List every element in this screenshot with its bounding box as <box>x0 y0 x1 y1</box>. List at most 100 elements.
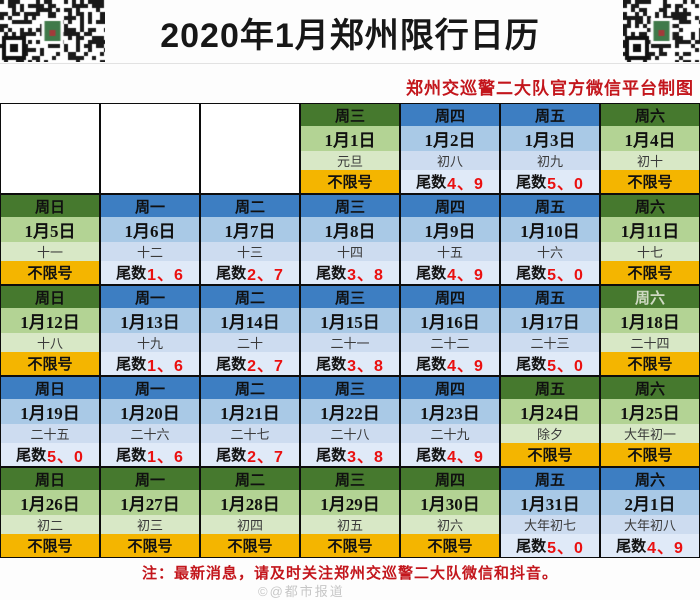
date-label: 1月4日 <box>601 126 699 151</box>
date-label: 1月26日 <box>1 490 99 515</box>
restriction-label: 不限号 <box>101 534 199 557</box>
tail-numbers-label: 2、7 <box>247 448 284 466</box>
tail-prefix-label: 尾数 <box>416 174 447 191</box>
lunar-label: 初十 <box>601 151 699 170</box>
weekday-label: 周二 <box>201 377 299 399</box>
weekday-label: 周一 <box>101 286 199 308</box>
qr-code-left-icon <box>0 0 105 62</box>
date-label: 1月12日 <box>1 308 99 333</box>
tail-prefix-label: 尾数 <box>416 265 447 282</box>
day-cell-1月9日: 周四 1月9日 十五 尾数 4、9 <box>400 194 500 285</box>
tail-numbers-label: 3、8 <box>347 357 384 375</box>
tail-prefix-label: 尾数 <box>16 447 47 464</box>
date-label: 1月25日 <box>601 399 699 424</box>
day-cell-1月19日: 周日 1月19日 二十五 尾数 5、0 <box>0 376 100 467</box>
restriction-label: 尾数 3、8 <box>301 352 399 375</box>
weekday-label: 周三 <box>301 286 399 308</box>
restriction-label: 尾数 2、7 <box>201 443 299 466</box>
tail-numbers-label: 1、6 <box>147 266 184 284</box>
weekday-label: 周二 <box>201 468 299 490</box>
lunar-label: 十六 <box>501 242 599 261</box>
day-cell-1月14日: 周二 1月14日 二十 尾数 2、7 <box>200 285 300 376</box>
lunar-label: 初二 <box>1 515 99 534</box>
tail-prefix-label: 尾数 <box>316 447 347 464</box>
day-cell-1月28日: 周二 1月28日 初四 不限号 <box>200 467 300 558</box>
lunar-label: 大年初一 <box>601 424 699 443</box>
restriction-label: 不限号 <box>601 443 699 466</box>
restriction-label: 不限号 <box>301 534 399 557</box>
date-label: 1月8日 <box>301 217 399 242</box>
restriction-label: 尾数 4、9 <box>401 443 499 466</box>
qr-code-right-icon <box>623 0 700 62</box>
tail-prefix-label: 尾数 <box>516 174 547 191</box>
week-row-3: 周日 1月12日 十八 不限号 周一 1月13日 十九 尾数 1、6 周二 1月14日 二十 尾数 2、7… <box>0 285 700 376</box>
weekday-label: 周三 <box>301 195 399 217</box>
restriction-label: 不限号 <box>601 352 699 375</box>
restriction-label: 尾数 3、8 <box>301 261 399 284</box>
weekday-label: 周二 <box>201 195 299 217</box>
date-label: 1月30日 <box>401 490 499 515</box>
no-restriction-label: 不限号 <box>627 174 673 191</box>
tail-numbers-label: 1、6 <box>147 448 184 466</box>
tail-numbers-label: 3、8 <box>347 266 384 284</box>
lunar-label: 二十六 <box>101 424 199 443</box>
lunar-label: 二十八 <box>301 424 399 443</box>
day-cell-1月17日: 周五 1月17日 二十三 尾数 5、0 <box>500 285 600 376</box>
no-restriction-label: 不限号 <box>27 538 73 555</box>
empty-cell <box>100 103 200 194</box>
lunar-label: 除夕 <box>501 424 599 443</box>
day-cell-1月30日: 周四 1月30日 初六 不限号 <box>400 467 500 558</box>
tail-prefix-label: 尾数 <box>516 356 547 373</box>
date-label: 1月24日 <box>501 399 599 424</box>
tail-prefix-label: 尾数 <box>516 538 547 555</box>
lunar-label: 二十四 <box>601 333 699 352</box>
weekday-label: 周六 <box>601 104 699 126</box>
tail-numbers-label: 4、9 <box>447 266 484 284</box>
lunar-label: 十一 <box>1 242 99 261</box>
no-restriction-label: 不限号 <box>127 538 173 555</box>
tail-prefix-label: 尾数 <box>316 265 347 282</box>
weekday-label: 周三 <box>301 104 399 126</box>
restriction-label: 尾数 5、0 <box>501 352 599 375</box>
tail-numbers-label: 5、0 <box>547 539 584 557</box>
date-label: 1月10日 <box>501 217 599 242</box>
lunar-label: 十九 <box>101 333 199 352</box>
restriction-label: 尾数 3、8 <box>301 443 399 466</box>
lunar-label: 十二 <box>101 242 199 261</box>
date-label: 1月29日 <box>301 490 399 515</box>
weekday-label: 周五 <box>501 104 599 126</box>
week-row-1: 周三 1月1日 元旦 不限号 周四 1月2日 初八 尾数 4、9 周五 1月3日 初九 尾数 5、0 周六 1… <box>0 103 700 194</box>
lunar-label: 初五 <box>301 515 399 534</box>
day-cell-1月29日: 周三 1月29日 初五 不限号 <box>300 467 400 558</box>
lunar-label: 十四 <box>301 242 399 261</box>
weekday-label: 周五 <box>501 195 599 217</box>
restriction-label: 尾数 1、6 <box>101 261 199 284</box>
date-label: 1月2日 <box>401 126 499 151</box>
tail-numbers-label: 4、9 <box>647 539 684 557</box>
tail-numbers-label: 4、9 <box>447 175 484 193</box>
lunar-label: 初八 <box>401 151 499 170</box>
day-cell-1月22日: 周三 1月22日 二十八 尾数 3、8 <box>300 376 400 467</box>
date-label: 1月17日 <box>501 308 599 333</box>
weekday-label: 周四 <box>401 104 499 126</box>
week-row-4: 周日 1月19日 二十五 尾数 5、0 周一 1月20日 二十六 尾数 1、6 周二 1月21日 二十七… <box>0 376 700 467</box>
lunar-label: 二十二 <box>401 333 499 352</box>
weekday-label: 周四 <box>401 286 499 308</box>
weekday-label: 周三 <box>301 468 399 490</box>
day-cell-1月4日: 周六 1月4日 初十不限号 <box>600 103 700 194</box>
weekday-label: 周三 <box>301 377 399 399</box>
lunar-label: 大年初七 <box>501 515 599 534</box>
tail-prefix-label: 尾数 <box>616 538 647 555</box>
tail-prefix-label: 尾数 <box>116 447 147 464</box>
day-cell-1月18日: 周六 1月18日 二十四 不限号 <box>600 285 700 376</box>
page-title: 2020年1月郑州限行日历 <box>160 17 540 55</box>
day-cell-1月11日: 周六 1月11日 十七 不限号 <box>600 194 700 285</box>
no-restriction-label: 不限号 <box>27 356 73 373</box>
date-label: 1月5日 <box>1 217 99 242</box>
date-label: 1月28日 <box>201 490 299 515</box>
restriction-label: 尾数 2、7 <box>201 352 299 375</box>
tail-numbers-label: 5、0 <box>547 357 584 375</box>
weekday-label: 周五 <box>501 468 599 490</box>
date-label: 1月18日 <box>601 308 699 333</box>
no-restriction-label: 不限号 <box>527 447 573 464</box>
